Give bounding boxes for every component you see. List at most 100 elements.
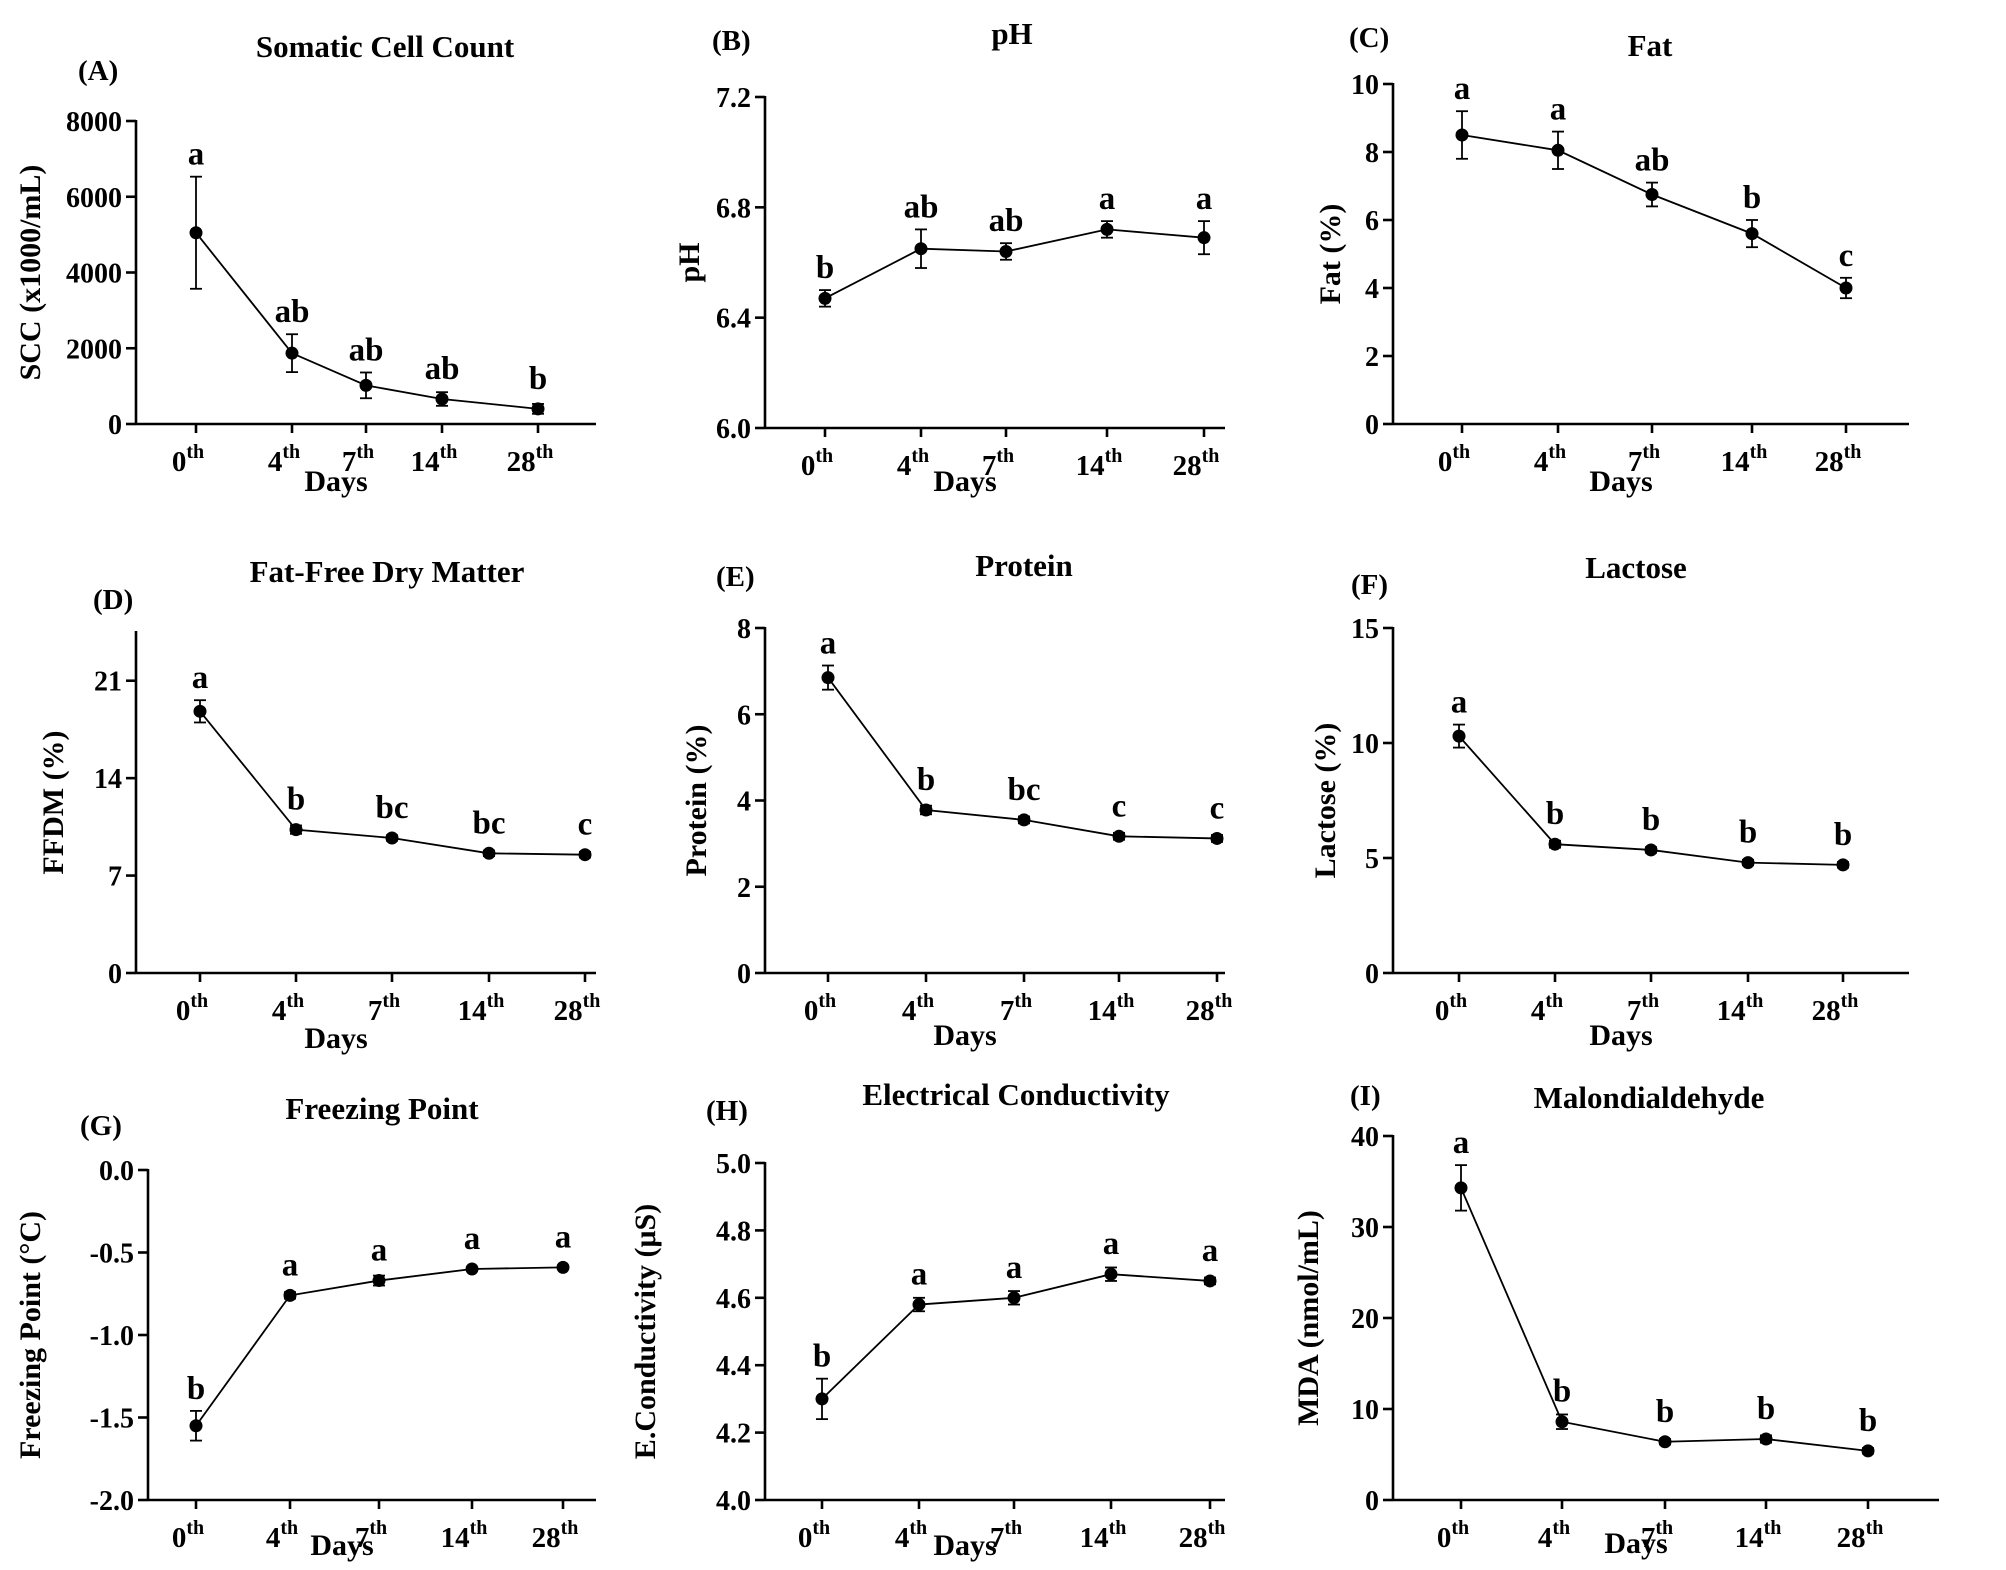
x-tick-superscript: th	[190, 990, 208, 1012]
x-tick-number: 14	[1721, 446, 1750, 478]
x-tick-label: 14th	[1076, 445, 1123, 482]
data-point	[1548, 837, 1562, 851]
significance-letter: b	[1553, 1374, 1571, 1410]
x-tick-superscript: th	[1548, 441, 1566, 463]
data-point	[531, 402, 545, 416]
x-tick-number: 7	[1000, 995, 1015, 1027]
significance-letter: b	[287, 782, 305, 818]
x-tick-label: 4th	[902, 990, 934, 1027]
x-tick-label: 28th	[1173, 445, 1220, 482]
x-tick-number: 28	[554, 995, 583, 1027]
x-tick-label: 28th	[1812, 990, 1859, 1027]
significance-letter: c	[1112, 788, 1127, 824]
y-axis-title: MDA (nmol/mL)	[1292, 1210, 1325, 1426]
significance-letter: a	[820, 626, 837, 662]
x-tick-label: 14th	[1717, 990, 1764, 1027]
y-axis-title: Protein (%)	[680, 725, 713, 877]
x-tick-label: 0th	[798, 1517, 830, 1554]
x-tick-superscript: th	[1545, 990, 1563, 1012]
x-tick-number: 4	[1538, 1522, 1553, 1554]
x-tick-label: 7th	[368, 990, 400, 1027]
x-tick-superscript: th	[1014, 990, 1032, 1012]
x-tick-superscript: th	[282, 441, 300, 463]
significance-letter: a	[1196, 181, 1213, 217]
x-tick-superscript: th	[1746, 990, 1764, 1012]
y-tick-label: 14	[94, 764, 122, 795]
x-tick-label: 4th	[897, 445, 929, 482]
x-tick-superscript: th	[1750, 441, 1768, 463]
data-point	[1741, 856, 1755, 870]
x-tick-superscript: th	[818, 990, 836, 1012]
x-tick-number: 14	[1088, 995, 1117, 1027]
x-tick-number: 4	[897, 450, 912, 482]
significance-letter: a	[1550, 92, 1567, 128]
x-tick-superscript: th	[1202, 445, 1220, 467]
x-tick-superscript: th	[1655, 1517, 1673, 1539]
significance-letter: a	[1454, 71, 1471, 107]
x-tick-number: 14	[1735, 1522, 1764, 1554]
significance-letter: a	[464, 1221, 481, 1257]
y-tick-label: -1.5	[90, 1404, 134, 1435]
x-tick-superscript: th	[583, 990, 601, 1012]
x-tick-label: 14th	[1080, 1517, 1127, 1554]
x-axis-title: Days	[933, 1529, 996, 1562]
x-tick-label: 14th	[1735, 1517, 1782, 1554]
significance-letter: b	[816, 250, 834, 286]
data-point	[999, 244, 1013, 258]
significance-letter: a	[1099, 181, 1116, 217]
series-line	[824, 228, 1205, 300]
data-point	[189, 226, 203, 240]
chart-title: Fat	[1628, 28, 1673, 63]
significance-letter: a	[192, 660, 209, 696]
x-tick-label: 7th	[1000, 990, 1032, 1027]
x-tick-number: 0	[801, 450, 816, 482]
x-tick-number: 14	[1080, 1522, 1109, 1554]
x-axis-title: Days	[1589, 1019, 1652, 1052]
x-tick-number: 4	[1531, 995, 1546, 1027]
data-point	[914, 242, 928, 256]
panel-label: (F)	[1351, 569, 1388, 601]
y-tick-label: -0.5	[90, 1239, 134, 1270]
y-axis-title: FFDM (%)	[37, 730, 70, 874]
x-tick-number: 28	[532, 1522, 561, 1554]
x-axis-title: Days	[304, 465, 367, 498]
y-tick-label: 4.4	[716, 1351, 751, 1382]
significance-letter: a	[282, 1247, 299, 1283]
x-tick-number: 28	[1173, 450, 1202, 482]
x-tick-number: 4	[895, 1522, 910, 1554]
x-tick-label: 14th	[458, 990, 505, 1027]
significance-letter: a	[371, 1233, 388, 1269]
x-tick-label: 0th	[1437, 1517, 1469, 1554]
data-point	[385, 831, 399, 845]
x-tick-label: 7th	[1627, 990, 1659, 1027]
x-tick-number: 28	[1837, 1522, 1866, 1554]
y-tick-label: 10	[1351, 1395, 1379, 1426]
x-tick-label: 28th	[1837, 1517, 1884, 1554]
x-tick-superscript: th	[382, 990, 400, 1012]
x-tick-number: 28	[1812, 995, 1841, 1027]
y-tick-label: 8000	[66, 107, 122, 138]
significance-letter: a	[1103, 1226, 1120, 1262]
y-tick-label: 0	[1365, 410, 1379, 441]
data-point	[1112, 829, 1126, 843]
panel-a: Somatic Cell Count(A)020004000600080000t…	[14, 29, 596, 498]
x-tick-superscript: th	[470, 1517, 488, 1539]
x-tick-number: 7	[342, 446, 357, 478]
panel-label: (D)	[93, 584, 133, 616]
significance-letter: a	[1453, 1125, 1470, 1161]
x-tick-label: 7th	[355, 1517, 387, 1554]
x-tick-label: 7th	[342, 441, 374, 478]
x-tick-number: 28	[507, 446, 536, 478]
x-tick-superscript: th	[440, 441, 458, 463]
significance-letter: a	[1451, 685, 1468, 721]
data-point	[1836, 858, 1850, 872]
x-tick-number: 0	[1438, 446, 1453, 478]
x-axis-title: Days	[310, 1529, 373, 1562]
x-tick-label: 0th	[804, 990, 836, 1027]
y-tick-label: 0	[1365, 1486, 1379, 1517]
panel-label: (H)	[706, 1095, 748, 1127]
x-tick-label: 14th	[411, 441, 458, 478]
y-tick-label: 20	[1351, 1304, 1379, 1335]
x-tick-superscript: th	[1641, 990, 1659, 1012]
